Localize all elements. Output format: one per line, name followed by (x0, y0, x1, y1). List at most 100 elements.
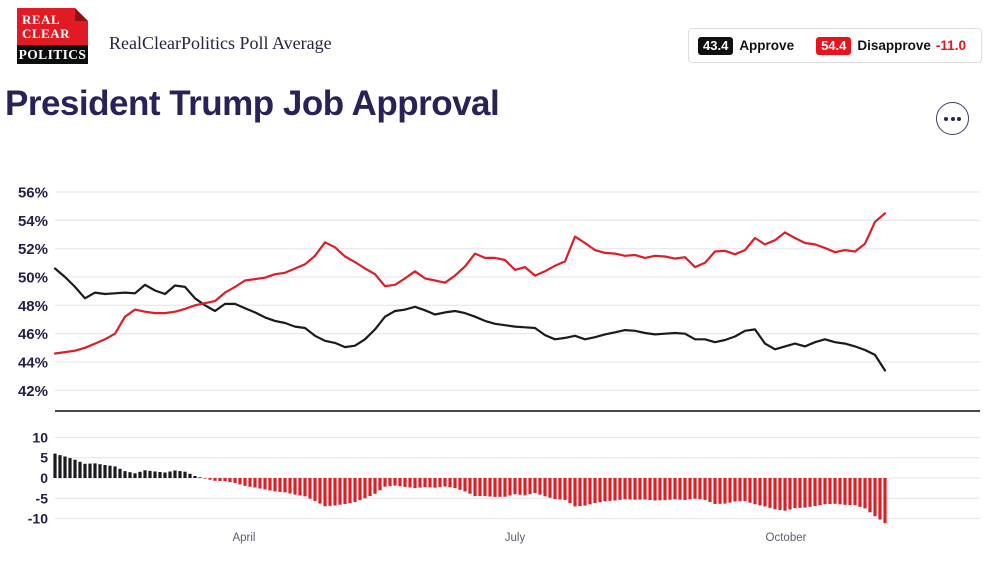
spread-bar[interactable] (588, 478, 592, 505)
spread-bar[interactable] (133, 473, 137, 478)
spread-bar[interactable] (78, 461, 82, 478)
spread-bar[interactable] (658, 478, 662, 501)
spread-bar[interactable] (413, 478, 417, 489)
spread-bar[interactable] (268, 478, 272, 491)
spread-bar[interactable] (568, 478, 572, 504)
spread-bar[interactable] (458, 478, 462, 490)
spread-bar[interactable] (718, 478, 722, 504)
spread-bar[interactable] (578, 478, 582, 506)
spread-bar[interactable] (623, 478, 627, 500)
spread-bar[interactable] (303, 478, 307, 497)
spread-bar[interactable] (108, 465, 112, 478)
spread-bar[interactable] (153, 471, 157, 479)
spread-bar[interactable] (428, 478, 432, 488)
spread-bar[interactable] (368, 478, 372, 497)
spread-bar[interactable] (603, 478, 607, 502)
spread-bar[interactable] (583, 478, 587, 506)
spread-bar[interactable] (523, 478, 527, 496)
spread-bar[interactable] (298, 478, 302, 496)
spread-bar[interactable] (208, 478, 212, 480)
spread-bar[interactable] (498, 478, 502, 497)
spread-bar[interactable] (88, 463, 92, 478)
spread-bar[interactable] (243, 478, 247, 486)
spread-bar[interactable] (743, 478, 747, 502)
spread-bar[interactable] (238, 478, 242, 485)
rcp-logo[interactable]: REAL CLEAR POLITICS (17, 8, 88, 64)
spread-bar[interactable] (883, 478, 887, 524)
spread-bar[interactable] (173, 470, 177, 479)
spread-bar[interactable] (613, 478, 617, 501)
spread-bar[interactable] (233, 478, 237, 483)
spread-bar[interactable] (748, 478, 752, 503)
spread-bar[interactable] (783, 478, 787, 511)
spread-bar[interactable] (853, 478, 857, 506)
spread-bar[interactable] (848, 478, 852, 505)
spread-bar[interactable] (293, 478, 297, 495)
spread-bar[interactable] (193, 476, 197, 478)
spread-bar[interactable] (218, 478, 222, 481)
spread-bar[interactable] (528, 478, 532, 495)
spread-bar[interactable] (493, 478, 497, 497)
spread-bar[interactable] (93, 463, 97, 478)
spread-bar[interactable] (838, 478, 842, 505)
spread-bar[interactable] (738, 478, 742, 502)
spread-bar[interactable] (663, 478, 667, 501)
spread-bar[interactable] (403, 478, 407, 487)
spread-bar[interactable] (548, 478, 552, 498)
spread-bar[interactable] (353, 478, 357, 502)
spread-bar[interactable] (648, 478, 652, 500)
spread-bar[interactable] (793, 478, 797, 509)
spread-bar[interactable] (288, 478, 292, 494)
spread-bar[interactable] (618, 478, 622, 500)
spread-bar[interactable] (308, 478, 312, 499)
spread-bar[interactable] (118, 468, 122, 478)
spread-bar[interactable] (378, 478, 382, 491)
spread-bar[interactable] (348, 478, 352, 503)
approve-line[interactable] (53, 267, 887, 372)
spread-bar[interactable] (73, 459, 77, 478)
spread-bar[interactable] (503, 478, 507, 497)
spread-bar[interactable] (798, 478, 802, 508)
spread-bar[interactable] (598, 478, 602, 503)
more-options-button[interactable] (936, 102, 969, 135)
spread-bar[interactable] (673, 478, 677, 500)
spread-bar[interactable] (443, 478, 447, 487)
spread-bar[interactable] (248, 478, 252, 487)
spread-bar[interactable] (323, 478, 327, 507)
spread-bar[interactable] (573, 478, 577, 507)
spread-bar[interactable] (223, 478, 227, 482)
spread-bar[interactable] (633, 478, 637, 500)
spread-bar[interactable] (678, 478, 682, 500)
spread-bar[interactable] (508, 478, 512, 496)
spread-bar[interactable] (273, 478, 277, 492)
spread-bar[interactable] (433, 478, 437, 488)
spread-bar[interactable] (343, 478, 347, 504)
spread-bar[interactable] (168, 471, 172, 479)
spread-bar[interactable] (858, 478, 862, 507)
spread-bar[interactable] (653, 478, 657, 501)
spread-bar[interactable] (723, 478, 727, 504)
spread-bar[interactable] (608, 478, 612, 501)
spread-bar[interactable] (258, 478, 262, 489)
spread-bar[interactable] (338, 478, 342, 505)
spread-bar[interactable] (188, 473, 192, 478)
spread-bar[interactable] (143, 470, 147, 478)
spread-bar[interactable] (813, 478, 817, 506)
spread-bar[interactable] (438, 478, 442, 488)
spread-bar[interactable] (358, 478, 362, 501)
spread-bar[interactable] (113, 466, 117, 478)
spread-bar[interactable] (768, 478, 772, 508)
spread-bar[interactable] (83, 463, 87, 478)
spread-bar[interactable] (628, 478, 632, 500)
spread-bar[interactable] (878, 478, 882, 520)
spread-bar[interactable] (753, 478, 757, 505)
spread-bar[interactable] (683, 478, 687, 500)
spread-bar[interactable] (708, 478, 712, 502)
spread-bar[interactable] (423, 478, 427, 488)
spread-bar[interactable] (388, 478, 392, 487)
spread-bar[interactable] (283, 478, 287, 493)
spread-bar[interactable] (703, 478, 707, 500)
spread-bar[interactable] (278, 478, 282, 492)
spread-bar[interactable] (198, 477, 202, 478)
spread-bar[interactable] (148, 470, 152, 478)
